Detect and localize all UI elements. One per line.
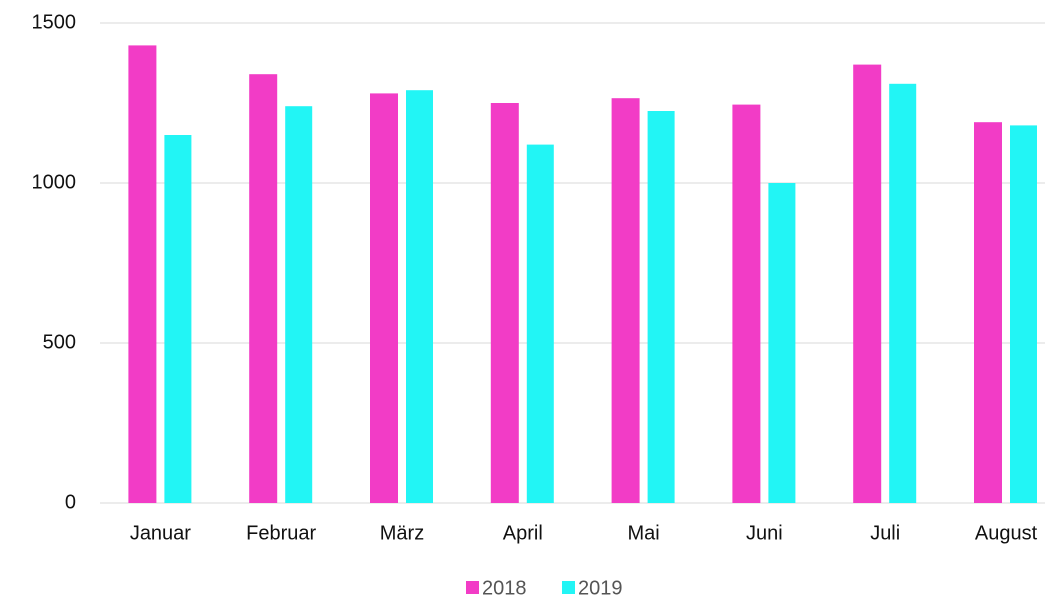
y-tick-label: 500 — [43, 331, 76, 353]
bar — [526, 144, 554, 503]
bar — [164, 135, 192, 503]
bar — [889, 83, 917, 504]
y-tick-label: 0 — [65, 491, 76, 513]
bar — [768, 183, 796, 503]
legend-swatch — [562, 581, 575, 594]
legend-swatch — [466, 581, 479, 594]
bar — [285, 106, 313, 503]
x-tick-label: Juni — [746, 522, 783, 544]
bar — [647, 111, 675, 503]
x-tick-label: Januar — [130, 522, 191, 544]
x-tick-label: August — [975, 522, 1038, 544]
y-tick-label: 1500 — [32, 11, 77, 33]
bar — [611, 98, 640, 503]
x-tick-label: Februar — [246, 522, 316, 544]
bar — [974, 122, 1002, 503]
bar — [490, 103, 519, 503]
bar — [1010, 125, 1037, 504]
bar — [406, 90, 433, 503]
bar — [128, 45, 157, 504]
bar — [853, 64, 882, 503]
bar — [370, 93, 398, 504]
legend-label: 2018 — [482, 577, 527, 599]
legend-label: 2019 — [578, 577, 623, 599]
y-tick-label: 1000 — [32, 171, 77, 193]
x-tick-label: April — [503, 522, 543, 544]
bar — [249, 74, 278, 503]
x-tick-label: Juli — [870, 522, 900, 544]
x-tick-label: Mai — [627, 522, 659, 544]
x-tick-label: März — [380, 522, 424, 544]
bar — [732, 104, 761, 503]
